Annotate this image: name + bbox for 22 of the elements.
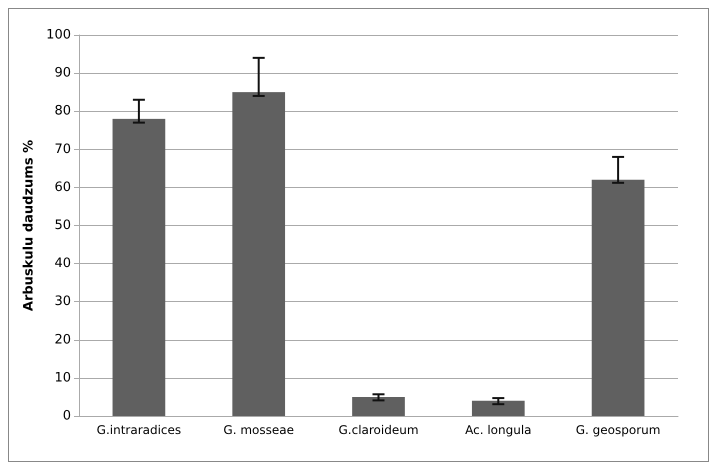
y-tick-label: 70 — [54, 142, 71, 157]
y-tick-label: 30 — [54, 294, 71, 310]
bar — [232, 92, 286, 416]
x-tick-label: G.claroideum — [338, 423, 419, 437]
bar — [112, 118, 166, 416]
y-tick-label: 60 — [54, 180, 71, 195]
x-tick-label: G.intraradices — [96, 423, 182, 437]
y-tick-label: 40 — [54, 256, 71, 272]
y-tick-label: 10 — [54, 370, 71, 386]
x-tick-label: Ac. longula — [465, 423, 532, 437]
x-tick-label: G. geosporum — [576, 423, 660, 437]
y-tick-label: 20 — [54, 332, 71, 348]
bar — [352, 396, 405, 416]
y-tick-label: 50 — [54, 218, 71, 233]
y-tick-label: 100 — [46, 28, 71, 42]
y-tick-label: 0 — [62, 408, 71, 424]
y-tick-label: 90 — [54, 66, 71, 81]
x-tick-label: G. mosseae — [223, 423, 294, 437]
y-tick-label: 80 — [54, 104, 71, 119]
y-axis-title: Arbuskulu daudzums % — [21, 140, 36, 312]
bar — [472, 400, 525, 416]
bar — [592, 180, 644, 416]
